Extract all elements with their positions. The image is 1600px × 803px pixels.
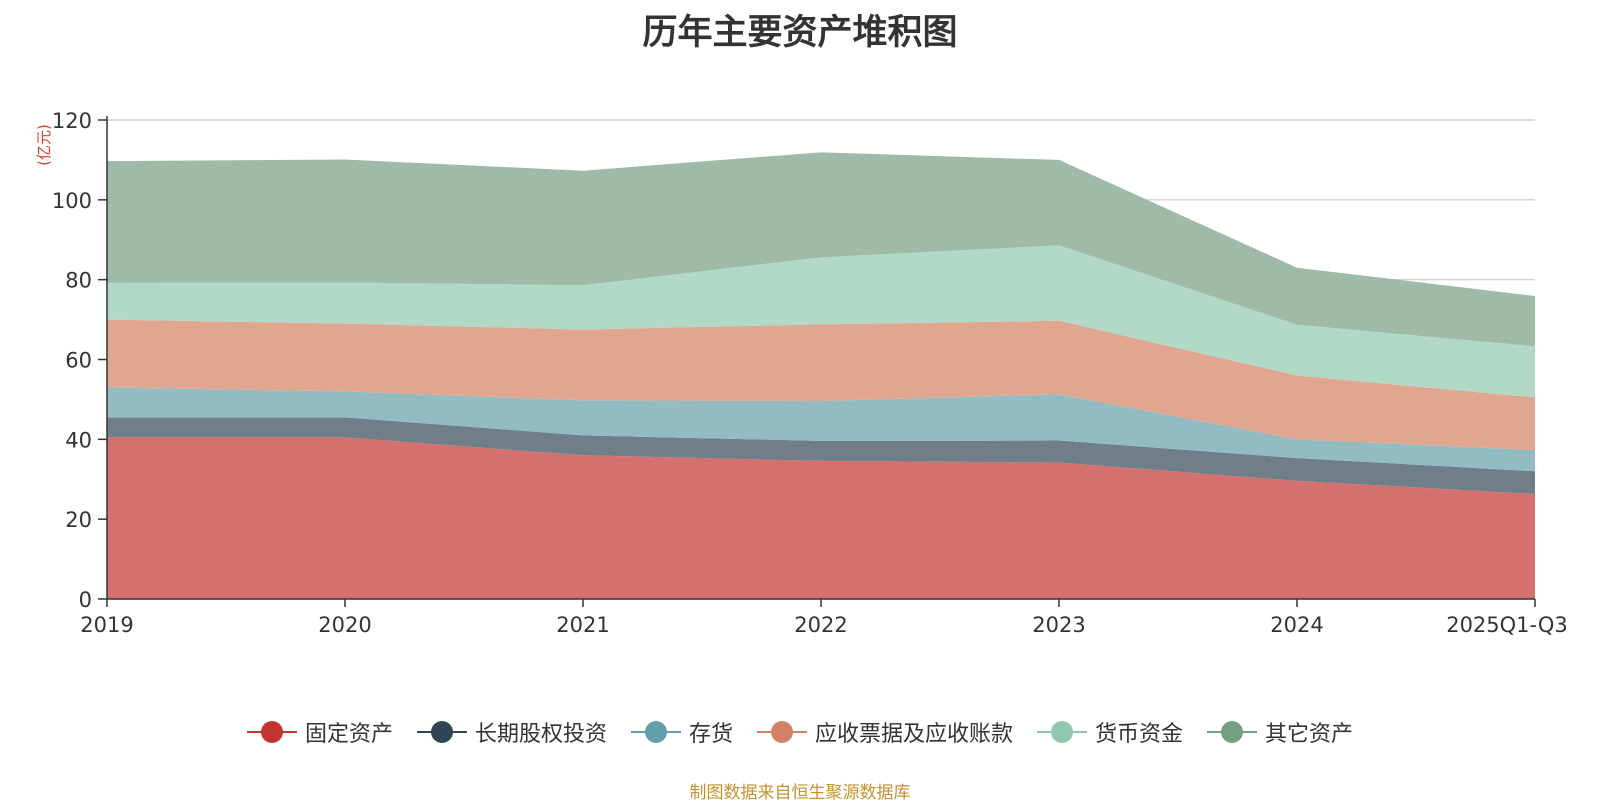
y-tick-label: 80: [65, 269, 92, 293]
chart-title: 历年主要资产堆积图: [642, 13, 958, 53]
area-series-1: [107, 437, 1535, 599]
y-axis-unit-label: (亿元): [35, 124, 53, 166]
legend-marker-icon: [757, 721, 807, 743]
legend-marker-icon: [1207, 721, 1258, 743]
y-tick-label: 40: [65, 428, 92, 452]
legend: 固定资产 长期股权投资 存货 应收票据及应收账款 货币资金 其它资产: [0, 716, 1600, 748]
x-tick-label: 2023: [1032, 613, 1085, 637]
x-tick-label: 2021: [556, 613, 609, 637]
y-tick-label: 20: [65, 508, 92, 532]
legend-marker-icon: [630, 721, 681, 743]
y-tick-label: 120: [52, 109, 92, 133]
legend-marker-icon: [416, 721, 467, 743]
area-series-4: [107, 319, 1535, 451]
data-source-note: 制图数据来自恒生聚源数据库: [689, 783, 911, 803]
area-series-6: [107, 152, 1535, 347]
legend-label: 其它资产: [1265, 722, 1354, 747]
area-series-2: [107, 417, 1535, 495]
legend-item[interactable]: 应收票据及应收账款: [757, 716, 1013, 748]
legend-item[interactable]: 其它资产: [1207, 716, 1353, 748]
legend-label: 货币资金: [1095, 722, 1184, 747]
legend-label: 存货: [688, 722, 733, 747]
area-series-5: [107, 245, 1535, 398]
area-series-3: [107, 387, 1535, 472]
legend-label: 长期股权投资: [474, 722, 607, 747]
y-tick-label: 0: [79, 588, 92, 612]
x-tick-label: 2024: [1270, 613, 1323, 637]
legend-item[interactable]: 货币资金: [1037, 716, 1183, 748]
y-tick-label: 60: [65, 349, 92, 373]
y-tick-label: 100: [52, 189, 92, 213]
x-tick-label: 2025Q1-Q3: [1446, 613, 1568, 637]
legend-marker-icon: [246, 721, 297, 743]
legend-item[interactable]: 固定资产: [246, 716, 393, 748]
legend-label: 固定资产: [304, 722, 393, 747]
x-tick-label: 2019: [80, 613, 133, 637]
area-series: [107, 152, 1535, 599]
x-tick-label: 2022: [794, 613, 847, 637]
x-tick-label: 2020: [318, 613, 371, 637]
axes: 0 20 40 60 80 100 120 2019 2020 2021 2022 2023 2024 2…: [52, 109, 1568, 637]
legend-item[interactable]: 长期股权投资: [416, 716, 607, 748]
legend-item[interactable]: 存货: [630, 716, 733, 748]
legend-label: 应收票据及应收账款: [815, 722, 1014, 747]
legend-marker-icon: [1037, 721, 1088, 743]
